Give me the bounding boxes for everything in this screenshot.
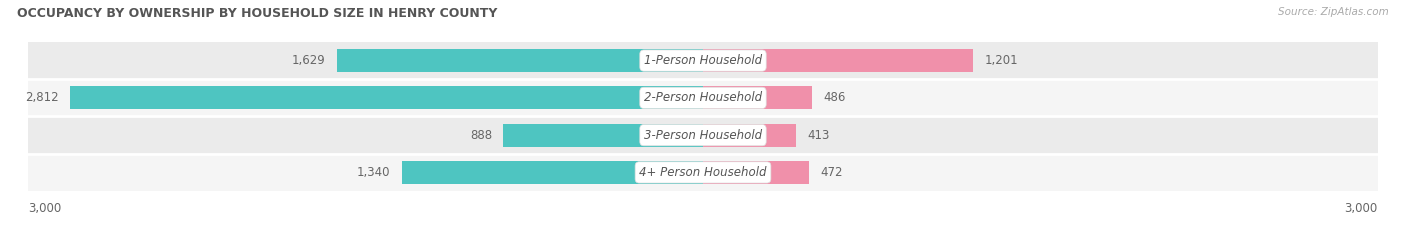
- Bar: [503, 123, 703, 147]
- Text: Source: ZipAtlas.com: Source: ZipAtlas.com: [1278, 7, 1389, 17]
- Bar: [703, 161, 810, 184]
- Text: 1-Person Household: 1-Person Household: [644, 54, 762, 67]
- Text: 2,812: 2,812: [25, 91, 59, 104]
- Bar: [703, 123, 796, 147]
- Text: 3,000: 3,000: [28, 202, 62, 215]
- Bar: [28, 79, 1378, 116]
- Text: 472: 472: [821, 166, 844, 179]
- Text: 4+ Person Household: 4+ Person Household: [640, 166, 766, 179]
- Bar: [70, 86, 703, 110]
- Bar: [336, 49, 703, 72]
- Bar: [402, 161, 703, 184]
- Bar: [28, 42, 1378, 79]
- Text: 1,201: 1,201: [984, 54, 1018, 67]
- Text: 1,629: 1,629: [291, 54, 325, 67]
- Bar: [28, 154, 1378, 191]
- Bar: [703, 86, 813, 110]
- Text: 3-Person Household: 3-Person Household: [644, 129, 762, 142]
- Text: 3,000: 3,000: [1344, 202, 1378, 215]
- Text: 1,340: 1,340: [357, 166, 391, 179]
- Text: OCCUPANCY BY OWNERSHIP BY HOUSEHOLD SIZE IN HENRY COUNTY: OCCUPANCY BY OWNERSHIP BY HOUSEHOLD SIZE…: [17, 7, 498, 20]
- Text: 413: 413: [807, 129, 830, 142]
- Text: 888: 888: [470, 129, 492, 142]
- Bar: [703, 49, 973, 72]
- Bar: [28, 116, 1378, 154]
- Text: 486: 486: [824, 91, 846, 104]
- Text: 2-Person Household: 2-Person Household: [644, 91, 762, 104]
